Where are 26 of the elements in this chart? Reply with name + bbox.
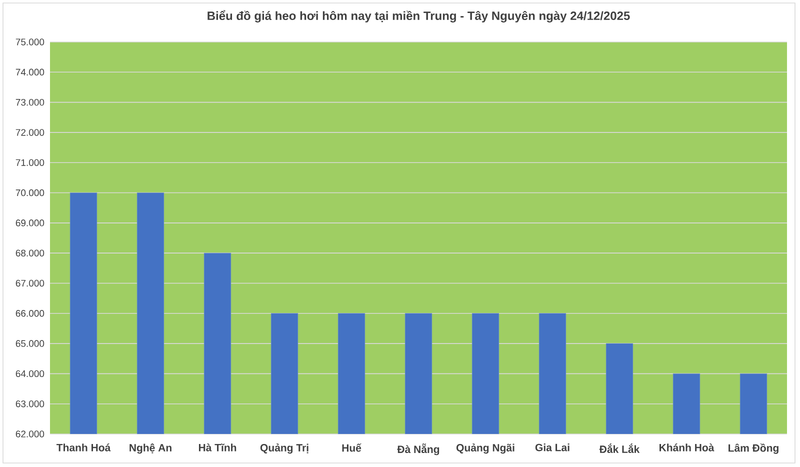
y-tick-label: 66.000 bbox=[16, 310, 44, 317]
x-tick-label: Huế bbox=[342, 444, 362, 452]
y-tick-label: 72.000 bbox=[16, 129, 44, 136]
y-tick-label: 63.000 bbox=[16, 400, 44, 408]
x-tick-label: Thanh Hoá bbox=[56, 444, 111, 452]
y-tick-label: 67.000 bbox=[16, 280, 44, 287]
y-tick-label: 62.000 bbox=[16, 430, 44, 438]
x-tick-label: Gia Lai bbox=[535, 444, 570, 452]
x-tick-label: Quảng Trị bbox=[260, 444, 308, 454]
x-tick-label: Nghệ An bbox=[130, 444, 172, 454]
chart-title: Biểu đồ giá heo hơi hôm nay tại miền Trung - Tây Nguyên ngày 24/12/2025 bbox=[208, 10, 630, 22]
x-tick-label: Lâm Đồng bbox=[728, 444, 778, 454]
y-tick-label: 69.000 bbox=[16, 220, 44, 226]
x-tick-label: Hà Tĩnh bbox=[198, 444, 236, 452]
x-tick-label: Đà Nẵng bbox=[397, 444, 440, 456]
y-tick-label: 75.000 bbox=[16, 38, 44, 46]
y-tick-label: 68.000 bbox=[16, 250, 44, 256]
y-tick-label: 65.000 bbox=[16, 340, 44, 347]
y-tick-label: 71.000 bbox=[16, 159, 44, 166]
y-tick-label: 73.000 bbox=[16, 98, 44, 106]
y-tick-label: 74.000 bbox=[16, 68, 44, 76]
x-tick-label: Quảng Ngãi bbox=[456, 444, 514, 454]
y-tick-label: 64.000 bbox=[16, 370, 44, 378]
y-tick-label: 70.000 bbox=[16, 189, 44, 196]
x-tick-label: Đắk Lắk bbox=[599, 444, 640, 453]
x-tick-label: Khánh Hoà bbox=[660, 444, 714, 452]
